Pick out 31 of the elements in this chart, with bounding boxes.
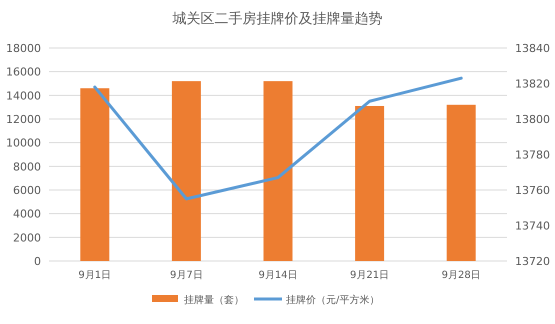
y-tick-label: 10000 (6, 136, 41, 150)
x-tick-label: 9月14日 (258, 270, 298, 281)
y-tick-label: 2000 (13, 231, 41, 244)
x-tick-label: 9月1日 (78, 270, 112, 281)
y-tick-label: 18000 (6, 42, 41, 55)
y2-tick-label: 13820 (515, 78, 550, 90)
bar (264, 81, 292, 261)
y-tick-label: 16000 (6, 66, 41, 79)
y-tick-label: 4000 (13, 208, 41, 221)
y2-tick-label: 13760 (515, 184, 550, 197)
x-tick-label: 9月28日 (442, 270, 481, 281)
chart-title: 城关区二手房挂牌价及挂牌量趋势 (172, 11, 382, 27)
legend-label: 挂牌价（元/平方米） (286, 294, 380, 306)
x-tick-label: 9月7日 (170, 270, 203, 281)
y2-tick-label: 13840 (515, 42, 550, 55)
y-tick-label: 14000 (6, 89, 41, 102)
y-tick-label: 8000 (13, 160, 41, 174)
bar (80, 88, 110, 261)
y2-tick-label: 13800 (515, 113, 550, 126)
legend-label: 挂牌量（套） (184, 294, 244, 306)
y-tick-label: 12000 (6, 113, 41, 126)
y2-tick-label: 13740 (515, 220, 550, 232)
y-tick-label: 6000 (13, 184, 41, 197)
bar (172, 81, 201, 261)
bar (355, 106, 384, 261)
bar (446, 104, 476, 261)
y2-tick-label: 13720 (515, 255, 550, 268)
y-tick-label: 0 (34, 255, 41, 268)
x-tick-label: 9月21日 (350, 270, 390, 281)
y2-tick-label: 13780 (515, 148, 550, 162)
line-series (93, 76, 463, 200)
